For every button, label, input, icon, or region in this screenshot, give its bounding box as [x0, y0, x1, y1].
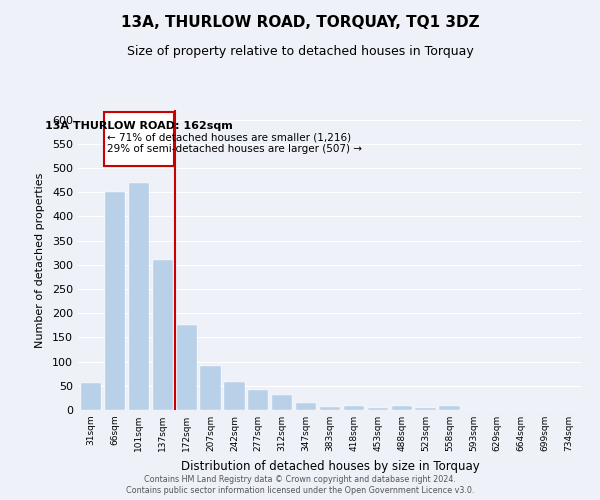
Text: Contains HM Land Registry data © Crown copyright and database right 2024.: Contains HM Land Registry data © Crown c… [144, 475, 456, 484]
Text: 13A THURLOW ROAD: 162sqm: 13A THURLOW ROAD: 162sqm [45, 121, 233, 131]
Bar [439, 406, 460, 410]
Text: 13A, THURLOW ROAD, TORQUAY, TQ1 3DZ: 13A, THURLOW ROAD, TORQUAY, TQ1 3DZ [121, 15, 479, 30]
Bar [272, 395, 292, 410]
Bar [81, 384, 101, 410]
Bar [344, 406, 364, 410]
FancyBboxPatch shape [104, 112, 173, 166]
Bar [296, 402, 316, 410]
Text: Contains public sector information licensed under the Open Government Licence v3: Contains public sector information licen… [126, 486, 474, 495]
Text: 29% of semi-detached houses are larger (507) →: 29% of semi-detached houses are larger (… [107, 144, 362, 154]
Bar [224, 382, 245, 410]
Bar [415, 408, 436, 410]
Bar [248, 390, 268, 410]
Bar [392, 406, 412, 410]
Text: ← 71% of detached houses are smaller (1,216): ← 71% of detached houses are smaller (1,… [107, 132, 351, 142]
Bar [152, 260, 173, 410]
Bar [129, 182, 149, 410]
Y-axis label: Number of detached properties: Number of detached properties [35, 172, 45, 348]
Bar [105, 192, 125, 410]
Bar [200, 366, 221, 410]
Bar [320, 406, 340, 410]
X-axis label: Distribution of detached houses by size in Torquay: Distribution of detached houses by size … [181, 460, 479, 472]
Bar [368, 408, 388, 410]
Bar [176, 326, 197, 410]
Text: Size of property relative to detached houses in Torquay: Size of property relative to detached ho… [127, 45, 473, 58]
